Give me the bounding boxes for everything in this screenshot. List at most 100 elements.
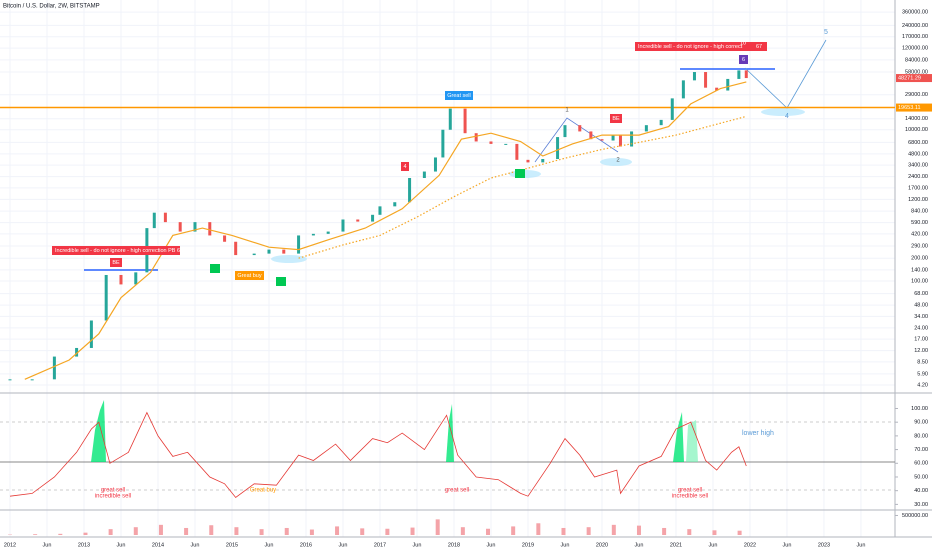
volume-bar [83, 532, 88, 535]
buy-marker [276, 277, 286, 286]
candle [30, 379, 34, 381]
y-tick-label: 1700.00 [908, 185, 928, 191]
y-tick-label: 4.20 [917, 383, 928, 389]
y-tick-label: 8.50 [917, 359, 928, 365]
y-tick-label: 10000.00 [905, 127, 928, 133]
y-tick-label: 84000.00 [905, 57, 928, 63]
y-tick-label: 40.00 [914, 488, 928, 494]
candle [737, 70, 741, 79]
volume-bar [662, 527, 667, 535]
candle [393, 202, 397, 207]
label-box [739, 55, 748, 64]
y-tick-label: 5.90 [917, 371, 928, 377]
wave-label: 1 [565, 108, 569, 114]
candle [378, 206, 382, 215]
candle [422, 171, 426, 179]
volume-bar [234, 527, 239, 535]
wave-label: 5 [824, 29, 828, 36]
candle [630, 131, 634, 147]
candle [463, 108, 467, 134]
candle [556, 137, 560, 160]
annotation: BE [612, 116, 620, 122]
volume-bar [687, 529, 692, 535]
volume-bar [511, 526, 516, 535]
y-tick-label: 48.00 [914, 303, 928, 309]
y-tick-label: 6800.00 [908, 140, 928, 146]
annotation: lower high [742, 430, 774, 437]
x-tick-label: 2012 [4, 542, 16, 548]
y-tick-label: 240000.00 [902, 23, 928, 29]
annotation: Great buy [237, 273, 261, 279]
x-tick-label: Jun [783, 542, 792, 548]
candle [8, 379, 12, 381]
volume-bar [536, 523, 541, 535]
candle [208, 222, 212, 236]
rsi-highlight [686, 420, 698, 462]
label-box [52, 246, 180, 255]
rsi-highlight [446, 404, 454, 462]
volume-bar [335, 526, 340, 535]
x-tick-label: Jun [709, 542, 718, 548]
volume-bar [435, 519, 440, 535]
candle [252, 253, 256, 256]
x-tick-label: Jun [339, 542, 348, 548]
x-tick-label: 2015 [226, 542, 238, 548]
y-tick-label: 58000.00 [905, 69, 928, 75]
moving-average [24, 81, 747, 380]
candle [223, 235, 227, 242]
candle [193, 222, 197, 232]
y-tick-label: 90.00 [914, 420, 928, 426]
label-box [635, 42, 767, 51]
y-tick-label: 30.00 [914, 502, 928, 508]
candle [152, 212, 156, 229]
rsi-highlight [91, 400, 106, 462]
candle [297, 235, 301, 254]
x-tick-label: Jun [43, 542, 52, 548]
candle [441, 129, 445, 158]
candle [433, 157, 437, 172]
candle [681, 80, 685, 99]
price-tag-label: 19653.11 [898, 105, 921, 111]
y-tick-label: 200.00 [911, 256, 928, 262]
x-tick-label: 2019 [522, 542, 534, 548]
volume-bar [410, 527, 415, 535]
volume-bar [158, 524, 163, 535]
volume-bar [385, 528, 390, 535]
x-tick-label: 2013 [78, 542, 90, 548]
y-tick-label: 840.00 [911, 209, 928, 215]
y-tick-label: 420.00 [911, 231, 928, 237]
candle [611, 135, 615, 141]
volume-bar [58, 533, 63, 535]
annotation: great sell [678, 488, 702, 494]
y-tick-label: 290.00 [911, 243, 928, 249]
annotation: 6 [742, 57, 745, 63]
x-tick-label: 2018 [448, 542, 460, 548]
candle [704, 72, 708, 88]
candle [659, 119, 663, 126]
candle [178, 222, 182, 232]
volume-bar [184, 527, 189, 535]
x-tick-label: 2014 [152, 542, 164, 548]
candle [163, 212, 167, 223]
label-box [610, 114, 622, 123]
candle [578, 125, 582, 132]
label-box [235, 271, 264, 280]
candle [600, 139, 604, 141]
candle [474, 133, 478, 142]
x-tick-label: 2023 [818, 542, 830, 548]
x-tick-label: 2016 [300, 542, 312, 548]
zone [271, 255, 307, 263]
candle [618, 135, 622, 147]
y-tick-label: 60.00 [914, 461, 928, 467]
candle [267, 249, 271, 254]
annotation: 10 [740, 40, 746, 46]
candle [504, 143, 508, 145]
volume-bar [33, 534, 38, 535]
candle [515, 143, 519, 160]
buy-marker [515, 169, 525, 178]
volume-bar [460, 527, 465, 535]
volume-bar [259, 529, 264, 535]
y-tick-label: 34.00 [914, 314, 928, 320]
y-tick-label: 12.00 [914, 348, 928, 354]
